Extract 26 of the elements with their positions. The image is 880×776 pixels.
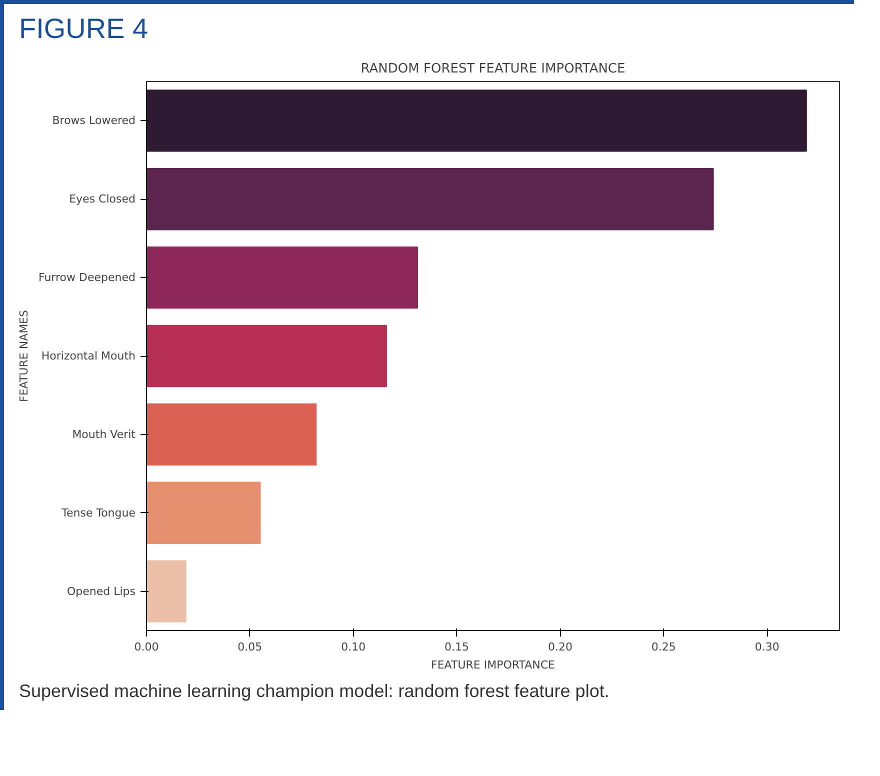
x-axis-title: FEATURE IMPORTANCE	[431, 658, 556, 672]
chart-title: RANDOM FOREST FEATURE IMPORTANCE	[360, 62, 626, 76]
y-tick-label: Eyes Closed	[69, 192, 136, 206]
x-tick-label: 0.20	[548, 640, 572, 654]
text: Supervised machine learning champion model: random forest feature plot.	[19, 680, 610, 703]
bar	[146, 90, 807, 152]
x-tick-label: 0.10	[341, 640, 366, 654]
x-tick-label: 0.15	[444, 640, 470, 654]
y-tick-label: Mouth Verit	[72, 428, 136, 441]
y-axis-title: FEATURE NAMES	[17, 310, 30, 402]
caption: FIGURE 4	[19, 12, 148, 46]
x-tick-label: 0.25	[651, 640, 676, 654]
y-tick-label: Brows Lowered	[52, 114, 136, 128]
x-tick-label: 0.00	[134, 640, 159, 654]
bar	[146, 168, 714, 230]
bar	[146, 324, 387, 388]
bar	[146, 560, 186, 622]
y-tick-label: Furrow Deepened	[38, 271, 136, 284]
y-tick-label: Horizontal Mouth	[41, 350, 136, 362]
y-tick-label: Tense Tongue	[60, 506, 136, 520]
x-tick-label: 0.30	[754, 640, 780, 654]
y-tick-label: Opened Lips	[66, 584, 136, 598]
bar	[146, 482, 261, 544]
x-tick-label: 0.05	[238, 640, 262, 654]
bar	[146, 403, 317, 466]
bar	[146, 246, 418, 309]
